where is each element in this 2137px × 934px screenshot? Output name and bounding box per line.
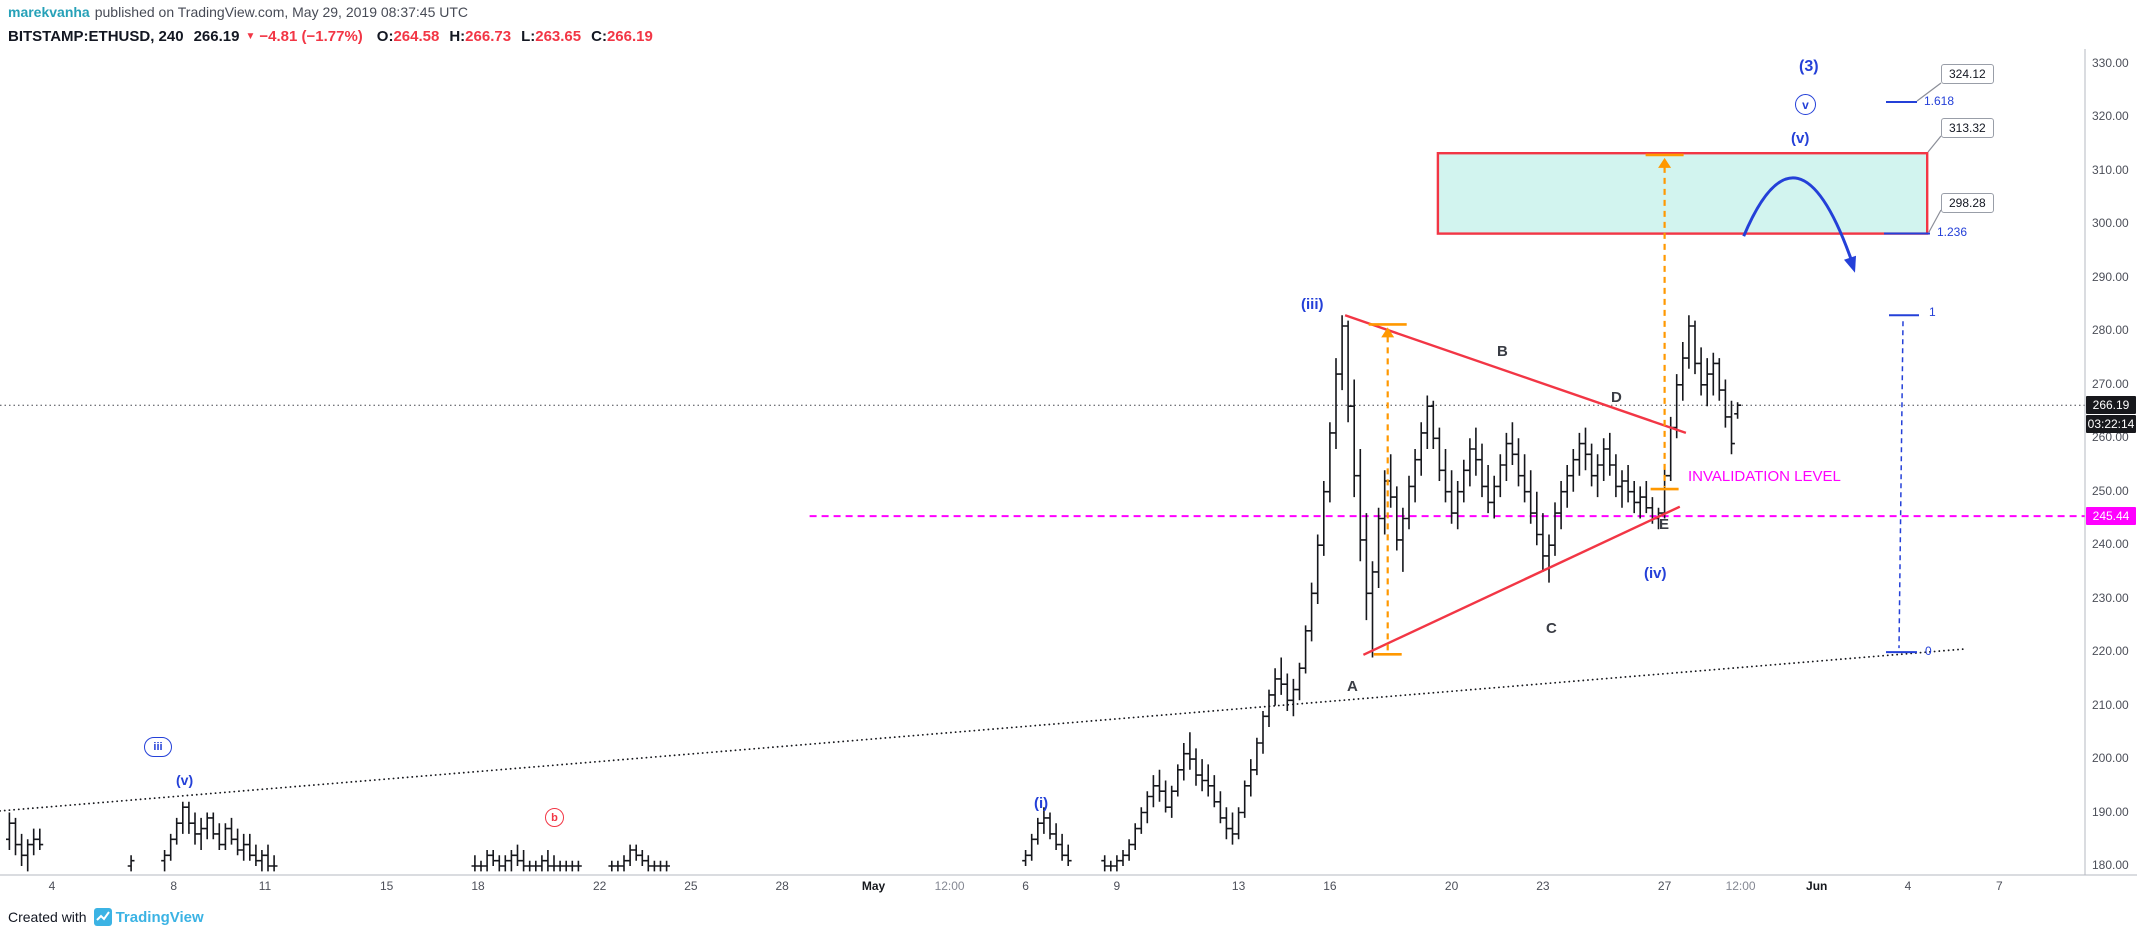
- time-tick-label: Jun: [1806, 879, 1828, 893]
- price-tick-label: 270.00: [2092, 376, 2129, 391]
- elliott-wave-iii-label: (iii): [1301, 296, 1324, 313]
- time-tick-label: May: [861, 879, 886, 893]
- triangle-wave-c-label: C: [1546, 620, 1557, 637]
- price-tick-label: 180.00: [2092, 858, 2129, 872]
- time-tick-label: 12:00: [1725, 879, 1756, 893]
- close-field: C:266.19: [591, 28, 653, 45]
- time-tick-label: 11: [258, 879, 272, 893]
- price-tick-label: 200.00: [2092, 751, 2129, 766]
- time-tick-label: 25: [684, 879, 698, 893]
- triangle-wave-a-label: A: [1347, 678, 1358, 695]
- open-label: O:: [376, 28, 394, 45]
- price-change-value: −4.81 (−1.77%): [259, 28, 363, 45]
- time-tick-label: 23: [1536, 879, 1550, 893]
- invalidation-price-badge: 245.44: [2086, 507, 2136, 525]
- elliott-wave-v-minor-label: (v): [176, 772, 194, 788]
- price-scale[interactable]: 330.00 320.00 310.00 300.00 290.00 280.00 270.…: [2085, 49, 2137, 875]
- time-tick-label: 4: [48, 879, 56, 893]
- time-tick-label: 13: [1231, 879, 1246, 893]
- symbol-title[interactable]: BITSTAMP:ETHUSD, 240: [8, 28, 184, 45]
- elliott-wave-iv-label: (iv): [1644, 565, 1667, 582]
- tradingview-icon: [93, 908, 112, 926]
- price-tick-label: 220.00: [2092, 644, 2129, 659]
- footer: Created with TradingView: [8, 908, 204, 926]
- invalidation-level-label: INVALIDATION LEVEL: [1688, 468, 1841, 485]
- publish-info-bar: marekvanha published on TradingView.com,…: [0, 0, 2137, 24]
- elliott-wave-b-circled-label: b: [545, 808, 564, 827]
- fib-1618-label: 1.618: [1924, 94, 1955, 108]
- fib-0-label: 0: [1925, 644, 1932, 658]
- time-tick-label: 7: [1995, 879, 2003, 893]
- open-field: O:264.58: [377, 28, 440, 45]
- fib-1-label: 1: [1929, 305, 1936, 319]
- last-price-badge: 266.19: [2086, 396, 2136, 414]
- price-tick-label: 280.00: [2092, 323, 2129, 338]
- author-link[interactable]: marekvanha: [8, 4, 90, 20]
- countdown-badge: 03:22:14: [2086, 415, 2136, 433]
- time-tick-label: 8: [170, 879, 178, 893]
- low-label: L:: [521, 28, 536, 45]
- time-tick-label: 6: [1022, 879, 1029, 893]
- high-value: 266.73: [465, 28, 512, 45]
- price-tick-label: 290.00: [2092, 269, 2129, 284]
- time-tick-label: 22: [593, 879, 607, 893]
- time-tick-label: 18: [471, 879, 485, 893]
- price-callout-324: 324.12: [1941, 64, 1994, 84]
- tradingview-logo[interactable]: TradingView: [93, 908, 204, 926]
- low-value: 263.65: [535, 28, 582, 45]
- price-tick-label: 330.00: [2092, 56, 2129, 70]
- elliott-degree-v-label: (v): [1791, 130, 1810, 147]
- price-tick-label: 260.00: [2092, 430, 2129, 445]
- elliott-wave-iii-circled-label: iii: [144, 737, 172, 757]
- price-tick-label: 310.00: [2092, 162, 2129, 177]
- created-with-text: Created with: [8, 909, 87, 925]
- time-tick-label: 16: [1323, 879, 1337, 893]
- triangle-wave-d-label: D: [1611, 389, 1622, 406]
- price-tick-label: 300.00: [2092, 216, 2129, 231]
- price-tick-label: 250.00: [2092, 483, 2129, 498]
- chart-legend: BITSTAMP:ETHUSD, 240 266.19 ▼ −4.81 (−1.…: [0, 24, 2137, 49]
- price-tick-label: 190.00: [2092, 804, 2129, 819]
- time-tick-label: 9: [1113, 879, 1121, 893]
- price-callout-313: 313.32: [1941, 118, 1994, 138]
- last-price-value: 266.19: [193, 28, 240, 45]
- time-tick-label: 4: [1904, 879, 1912, 893]
- time-tick-label: 12:00: [934, 879, 965, 893]
- down-arrow-icon: ▼: [245, 31, 256, 42]
- elliott-degree-3-label: (3): [1799, 58, 1819, 75]
- elliott-wave-i-label: (i): [1034, 795, 1049, 812]
- triangle-wave-b-label: B: [1497, 343, 1508, 360]
- time-tick-label: 15: [380, 879, 394, 893]
- time-tick-label: 27: [1657, 879, 1672, 893]
- close-label: C:: [591, 28, 607, 45]
- publish-text: published on TradingView.com, May 29, 20…: [94, 4, 469, 20]
- price-tick-label: 210.00: [2092, 697, 2129, 712]
- tradingview-brand-text: TradingView: [115, 908, 204, 926]
- price-tick-label: 240.00: [2092, 537, 2129, 552]
- high-field: H:266.73: [449, 28, 511, 45]
- price-callout-298: 298.28: [1941, 193, 1994, 213]
- time-tick-label: 20: [1444, 879, 1459, 893]
- low-field: L:263.65: [521, 28, 581, 45]
- close-value: 266.19: [606, 28, 653, 45]
- fib-1236-label: 1.236: [1937, 225, 1968, 239]
- open-value: 264.58: [393, 28, 440, 45]
- price-tick-label: 230.00: [2092, 590, 2129, 605]
- triangle-wave-e-label: E: [1659, 516, 1670, 533]
- time-tick-label: 28: [775, 879, 789, 893]
- high-label: H:: [449, 28, 466, 45]
- elliott-degree-v-circled-label: v: [1795, 94, 1816, 115]
- price-tick-label: 320.00: [2092, 109, 2129, 124]
- time-scale[interactable]: 4 8 11 15 18 22 25 28 May 12:00 6 9 13 16 20 23 27 12:00 J…: [0, 879, 2085, 897]
